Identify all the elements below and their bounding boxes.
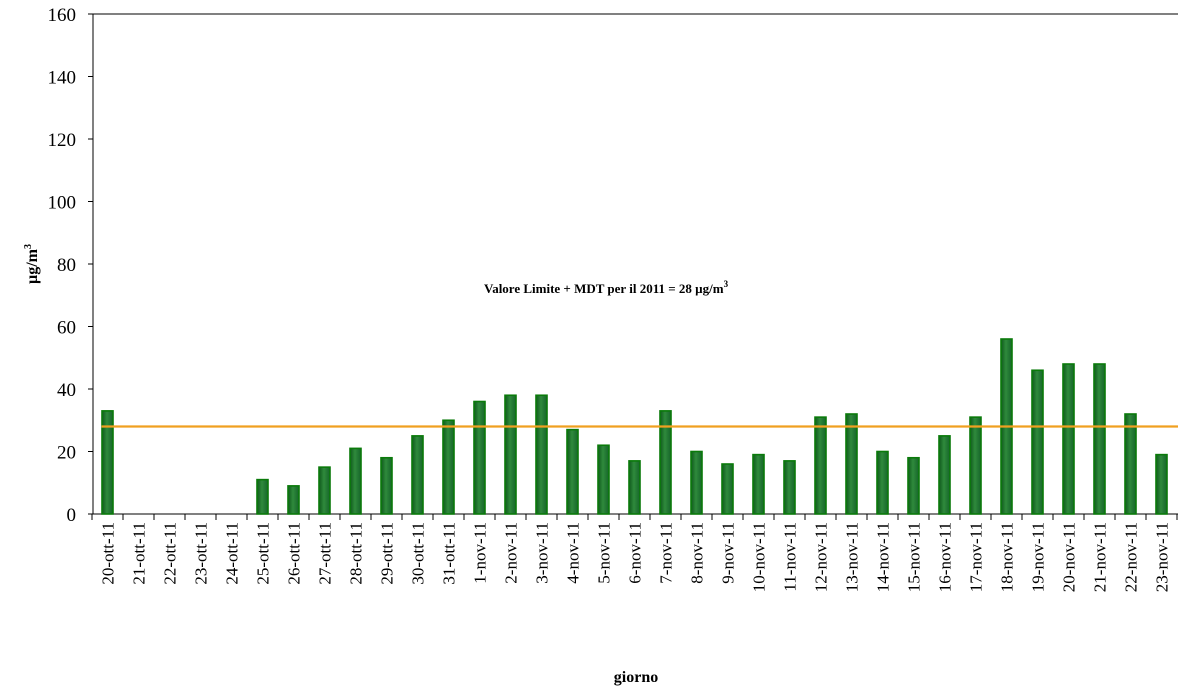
y-tick-label: 120: [48, 130, 77, 151]
bar-10-nov-11: [752, 453, 765, 515]
y-tick-label: 0: [67, 505, 77, 526]
x-tick-label: 1-nov-11: [471, 522, 490, 584]
bar-1-nov-11: [473, 400, 486, 515]
x-tick-label: 20-ott-11: [99, 522, 118, 585]
x-tick-label: 17-nov-11: [967, 522, 986, 592]
bar-12-nov-11: [814, 416, 827, 515]
x-axis-title: giorno: [614, 669, 658, 686]
bar-17-nov-11: [969, 416, 982, 515]
x-tick-label: 14-nov-11: [874, 522, 893, 592]
bar-28-ott-11: [349, 447, 362, 515]
x-tick-label: 31-ott-11: [440, 522, 459, 585]
limit-label-superscript: 3: [724, 279, 729, 289]
x-tick-label: 8-nov-11: [688, 522, 707, 584]
y-tick-label: 40: [57, 380, 76, 401]
x-tick-label: 21-nov-11: [1091, 522, 1110, 592]
x-tick-label: 22-nov-11: [1122, 522, 1141, 592]
x-tick-label: 22-ott-11: [161, 522, 180, 585]
bar-14-nov-11: [876, 450, 889, 515]
bar-5-nov-11: [597, 444, 610, 515]
x-tick-label: 24-ott-11: [223, 522, 242, 585]
bar-11-nov-11: [783, 460, 796, 515]
bar-29-ott-11: [380, 456, 393, 515]
bar-23-nov-11: [1155, 453, 1168, 515]
x-tick-label: 16-nov-11: [936, 522, 955, 592]
x-tick-label: 15-nov-11: [905, 522, 924, 592]
limit-label: Valore Limite + MDT per il 2011 = 28 µg/…: [484, 279, 729, 296]
y-tick-label: 80: [57, 255, 76, 276]
y-tick-label: 20: [57, 443, 76, 464]
x-tick-label: 21-ott-11: [130, 522, 149, 585]
x-tick-label: 27-ott-11: [316, 522, 335, 585]
bar-2-nov-11: [504, 394, 517, 515]
bar-3-nov-11: [535, 394, 548, 515]
y-tick-label: 160: [48, 5, 77, 26]
y-axis-title: µg/m3: [23, 244, 41, 284]
x-tick-label: 11-nov-11: [781, 522, 800, 592]
x-tick-label: 28-ott-11: [347, 522, 366, 585]
bar-25-ott-11: [256, 478, 269, 515]
y-tick-label: 140: [48, 68, 77, 89]
x-tick-label: 3-nov-11: [533, 522, 552, 584]
x-tick-label: 20-nov-11: [1060, 522, 1079, 592]
x-tick-label: 25-ott-11: [254, 522, 273, 585]
bar-31-ott-11: [442, 419, 455, 515]
x-tick-label: 6-nov-11: [626, 522, 645, 584]
x-tick-label: 2-nov-11: [502, 522, 521, 584]
x-tick-label: 4-nov-11: [564, 522, 583, 584]
bar-22-nov-11: [1124, 413, 1137, 515]
x-tick-label: 19-nov-11: [1029, 522, 1048, 592]
x-tick-label: 10-nov-11: [750, 522, 769, 592]
x-tick-label: 26-ott-11: [285, 522, 304, 585]
x-tick-label: 23-ott-11: [192, 522, 211, 585]
plot-area: [92, 13, 1178, 515]
bar-16-nov-11: [938, 435, 951, 515]
bar-30-ott-11: [411, 435, 424, 515]
y-tick-label: 60: [57, 318, 76, 339]
x-tick-label: 29-ott-11: [378, 522, 397, 585]
bar-4-nov-11: [566, 428, 579, 515]
x-tick-label: 30-ott-11: [409, 522, 428, 585]
x-tick-label: 18-nov-11: [998, 522, 1017, 592]
x-tick-label: 9-nov-11: [719, 522, 738, 584]
bar-19-nov-11: [1031, 369, 1044, 515]
y-axis-title-superscript: 3: [23, 244, 34, 249]
bar-9-nov-11: [721, 463, 734, 515]
bar-6-nov-11: [628, 460, 641, 515]
bar-15-nov-11: [907, 456, 920, 515]
bar-13-nov-11: [845, 413, 858, 515]
bar-20-ott-11: [101, 410, 114, 515]
bar-26-ott-11: [287, 485, 300, 515]
x-tick-label: 7-nov-11: [657, 522, 676, 584]
bar-27-ott-11: [318, 466, 331, 515]
x-tick-label: 23-nov-11: [1153, 522, 1172, 592]
x-axis-ticks: 20-ott-11 21-ott-11 22-ott-11 23-ott-11 24-o…: [91, 514, 1178, 592]
y-axis-ticks: 0 20 40 60 80 100 120 140 160: [48, 5, 93, 526]
bar-21-nov-11: [1093, 363, 1106, 515]
y-tick-label: 100: [48, 193, 77, 214]
bar-7-nov-11: [659, 410, 672, 515]
x-tick-label: 5-nov-11: [595, 522, 614, 584]
bar-20-nov-11: [1062, 363, 1075, 515]
x-tick-label: 13-nov-11: [843, 522, 862, 592]
x-tick-label: 12-nov-11: [812, 522, 831, 592]
bar-8-nov-11: [690, 450, 703, 515]
